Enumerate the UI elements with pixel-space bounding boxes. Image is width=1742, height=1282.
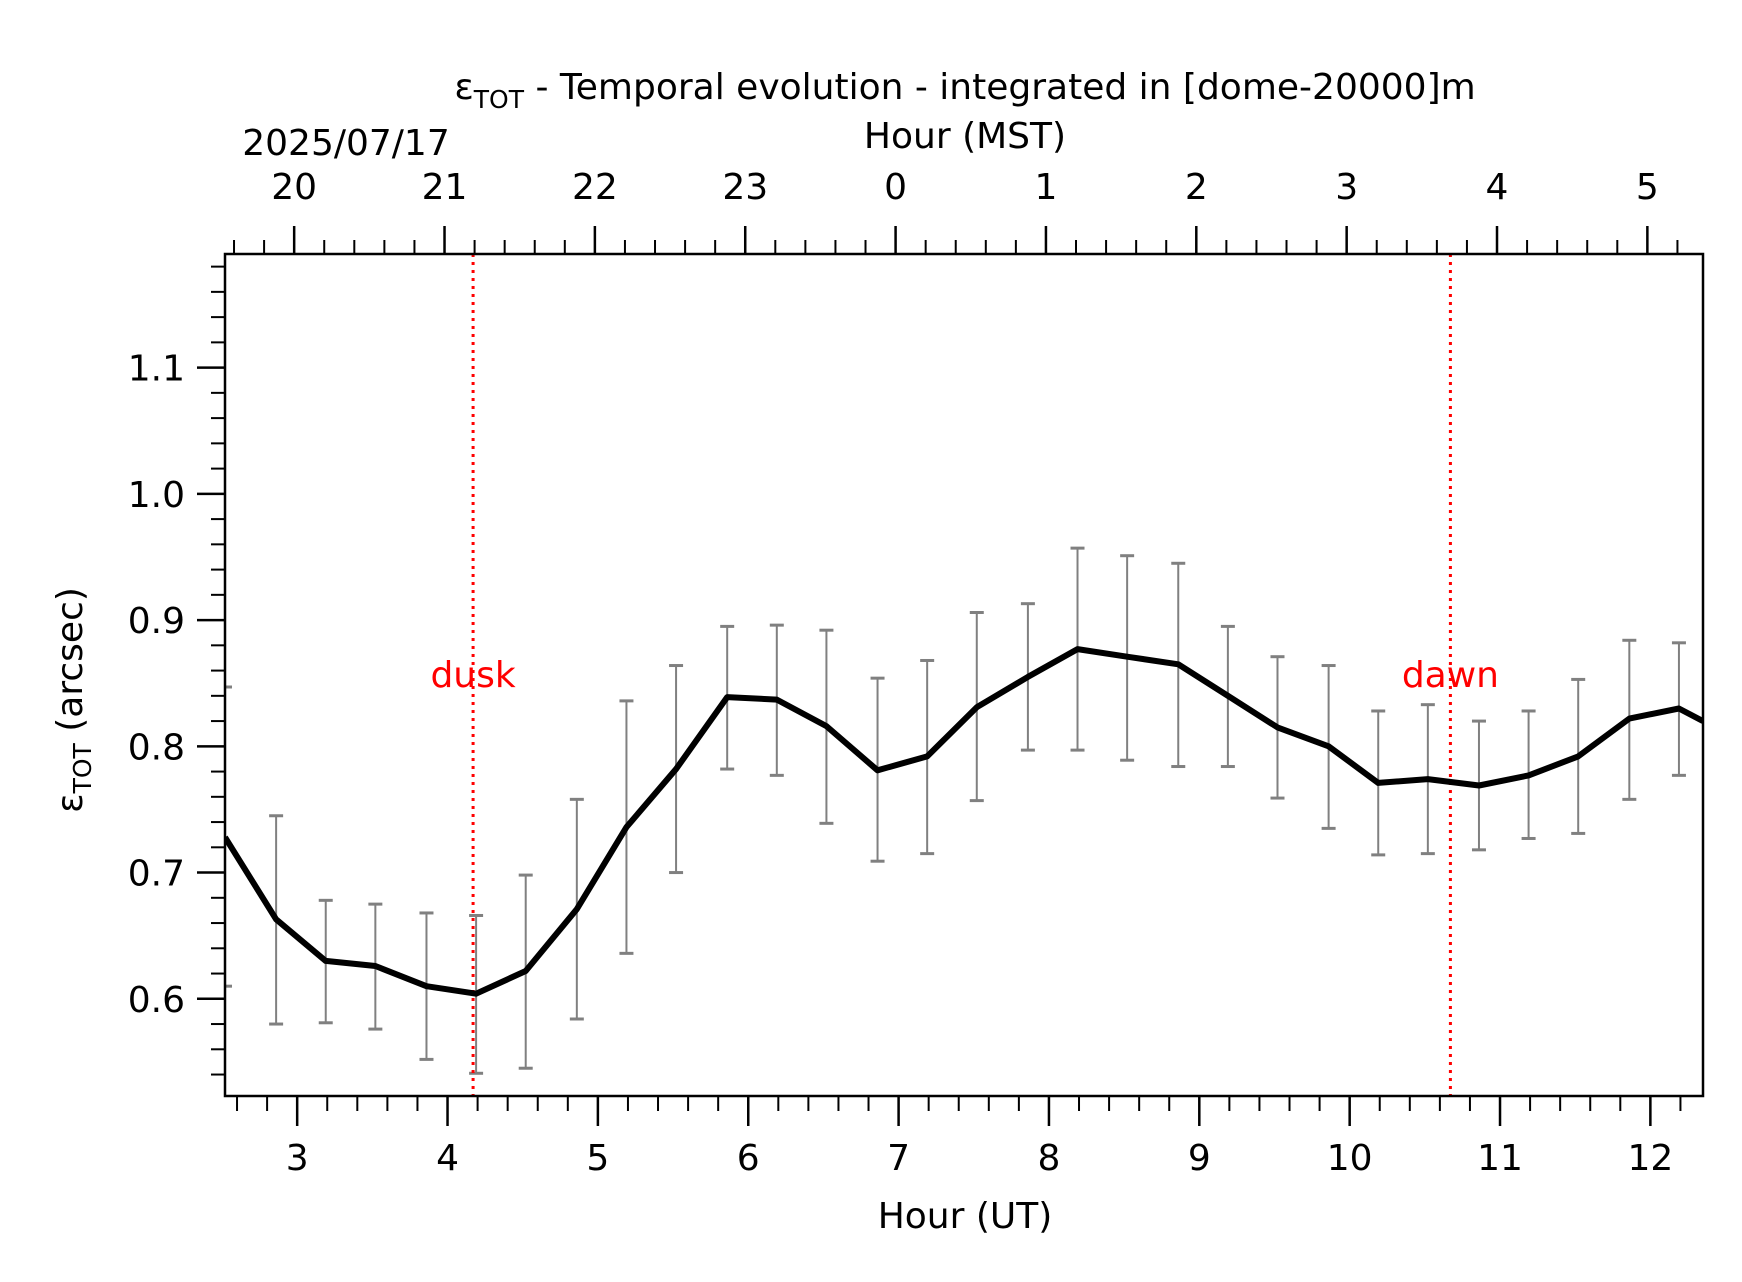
error-bar (225, 685, 232, 988)
y-tick-label: 0.7 (128, 854, 185, 895)
top-tick-label: 21 (422, 167, 468, 208)
x-tick-label: 3 (286, 1138, 309, 1179)
y-tick-label: 1.1 (128, 349, 185, 390)
top-axis-label: Hour (MST) (864, 116, 1066, 157)
event-label-dusk: dusk (430, 655, 515, 696)
x-axis-label: Hour (UT) (878, 1196, 1053, 1237)
ylabel-rest: (arcsec) (50, 587, 91, 743)
y-tick-label: 0.9 (128, 601, 185, 642)
title-main: ε (454, 67, 473, 108)
x-tick-label: 4 (436, 1138, 459, 1179)
top-tick-label: 3 (1335, 167, 1358, 208)
x-tick-label: 5 (586, 1138, 609, 1179)
event-label-dawn: dawn (1402, 655, 1499, 696)
top-tick-label: 1 (1034, 167, 1057, 208)
top-tick-label: 23 (722, 167, 768, 208)
y-tick-label: 0.6 (128, 980, 185, 1021)
chart-title: εTOT - Temporal evolution - integrated i… (454, 67, 1475, 114)
y-tick-label: 1.0 (128, 475, 185, 516)
top-tick-label: 4 (1486, 167, 1509, 208)
series-line (225, 646, 1703, 997)
plot-frame (223, 252, 1705, 1098)
top-tick-label: 2 (1185, 167, 1208, 208)
plot-content: dusk dawn (225, 254, 1703, 1096)
top-tick-label: 5 (1636, 167, 1659, 208)
ylabel-subscript: TOT (68, 742, 97, 794)
x-tick-label: 8 (1037, 1138, 1060, 1179)
x-tick-label: 11 (1477, 1138, 1523, 1179)
x-tick-label: 12 (1627, 1138, 1673, 1179)
top-tick-label: 0 (884, 167, 907, 208)
title-rest: - Temporal evolution - integrated in [do… (524, 67, 1476, 108)
x-tick-label: 6 (737, 1138, 760, 1179)
top-tick-label: 22 (572, 167, 618, 208)
y-axis-label: εTOT (arcsec) (50, 587, 97, 813)
x-tick-label: 10 (1327, 1138, 1373, 1179)
title-subscript: TOT (473, 85, 525, 114)
error-bars (225, 546, 1686, 1075)
ylabel-main: ε (50, 793, 91, 812)
y-tick-label: 0.8 (128, 727, 185, 768)
top-tick-label: 20 (271, 167, 317, 208)
x-tick-label: 7 (887, 1138, 910, 1179)
date-label: 2025/07/17 (242, 123, 450, 164)
x-tick-label: 9 (1188, 1138, 1211, 1179)
